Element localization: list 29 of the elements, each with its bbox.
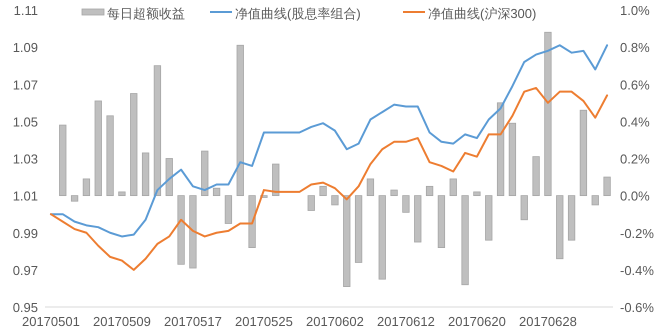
ytick: 0.97 xyxy=(12,262,38,278)
xtick: 20170517 xyxy=(164,314,222,329)
legend-label: 每日超额收益 xyxy=(107,6,185,21)
ytick: 0.95 xyxy=(12,300,38,315)
legend-label: 净值曲线(沪深300) xyxy=(428,6,536,21)
legend-label: 净值曲线(股息率组合) xyxy=(235,6,361,21)
ytick: 1.07 xyxy=(12,77,38,92)
xtick: 20170509 xyxy=(93,314,151,329)
ytick: 1.01 xyxy=(12,188,38,204)
y2tick: 0.8% xyxy=(620,40,650,56)
xtick: 20170628 xyxy=(519,314,577,329)
ytick: 1.09 xyxy=(12,40,38,56)
xtick: 20170612 xyxy=(377,314,435,329)
y2tick: 0.4% xyxy=(620,114,650,130)
xtick: 20170602 xyxy=(306,314,364,329)
xtick: 20170525 xyxy=(235,314,293,329)
xtick: 20170501 xyxy=(22,314,80,329)
y2tick: 1.0% xyxy=(620,3,650,18)
xtick: 20170620 xyxy=(448,314,506,329)
y2tick: -0.6% xyxy=(620,300,654,315)
y2tick: -0.2% xyxy=(620,226,654,241)
y2tick: -0.4% xyxy=(620,262,654,278)
ytick: 1.03 xyxy=(12,152,38,166)
y2tick: 0.0% xyxy=(620,188,650,204)
ytick: 0.99 xyxy=(12,226,38,241)
ytick: 1.11 xyxy=(14,3,38,18)
y2tick: 0.2% xyxy=(620,152,650,166)
ytick: 1.05 xyxy=(12,114,38,130)
y2tick: 0.6% xyxy=(620,77,650,92)
